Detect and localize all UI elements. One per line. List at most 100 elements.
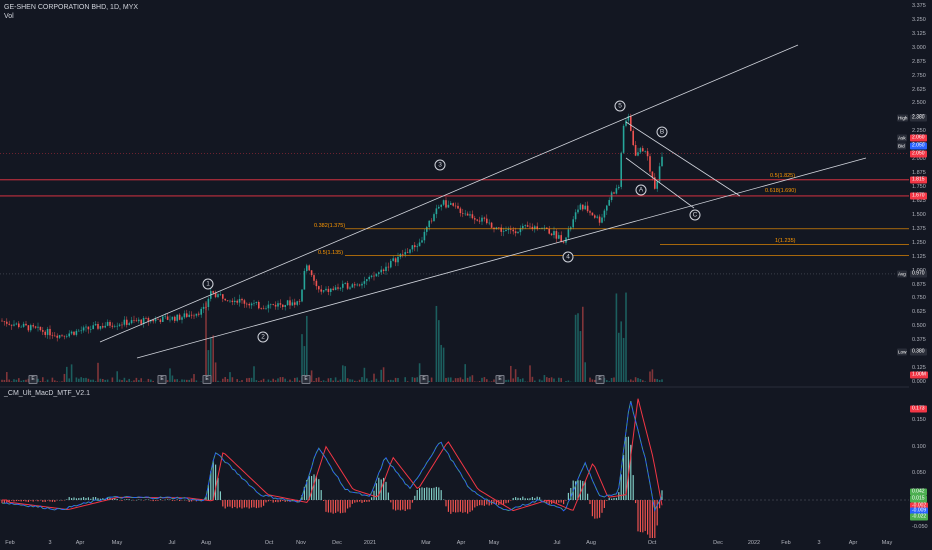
macd-histogram-bar [267, 500, 269, 502]
candle-body [116, 325, 118, 327]
elliott-wave-label[interactable]: A [635, 184, 647, 196]
macd-histogram-bar [642, 500, 644, 533]
macd-histogram-bar [80, 497, 82, 500]
volume-bar [630, 379, 632, 382]
candle-body [442, 200, 445, 205]
macd-histogram-bar [524, 498, 526, 500]
candle-body [464, 213, 466, 215]
macd-histogram-bar [95, 497, 97, 500]
price-tick: 0.125 [912, 365, 926, 372]
elliott-wave-label[interactable]: B [656, 126, 668, 138]
macd-histogram-bar [99, 498, 101, 500]
volume-bar [404, 377, 406, 382]
macd-histogram-bar [467, 500, 469, 514]
volume-bars [1, 292, 663, 382]
candle-body [34, 326, 37, 328]
volume-bar [231, 377, 234, 382]
macd-histogram-bar [246, 500, 248, 508]
macd-histogram-bar [97, 498, 99, 500]
candle-body [171, 316, 174, 320]
macd-histogram-bar [416, 490, 418, 500]
macd-histogram-bar [116, 499, 118, 500]
elliott-wave-label[interactable]: 3 [434, 159, 446, 171]
macd-histogram-bar [78, 498, 80, 500]
time-label: Apr [456, 540, 466, 546]
earnings-event-badge[interactable]: E [595, 375, 605, 384]
candle-body [615, 188, 618, 194]
macd-histogram-bar [313, 474, 315, 500]
price-tick: 0.000 [912, 379, 926, 385]
macd-histogram-bar [344, 500, 346, 513]
chart-canvas[interactable] [0, 0, 909, 538]
volume-bar [190, 378, 193, 382]
macd-histogram-bar [32, 500, 34, 502]
price-axis[interactable]: 3.375 3.250 3.125 3.000 2.875 2.750 2.625 2.500… [909, 0, 932, 550]
candle-body [301, 289, 303, 302]
elliott-wave-label[interactable]: 4 [562, 251, 574, 263]
price-tag: 1.00M [910, 371, 928, 379]
volume-bar [123, 377, 126, 382]
candle-body [603, 210, 606, 218]
macd-histogram-bar [11, 500, 13, 501]
price-tag-label: Avg [897, 270, 907, 278]
volume-bar [522, 378, 524, 382]
candle-body [510, 229, 512, 230]
candle-body [337, 287, 339, 289]
candle-body [267, 304, 270, 309]
candle-body [426, 227, 428, 232]
earnings-event-badge[interactable]: E [28, 375, 38, 384]
volume-bar [78, 378, 80, 382]
elliott-wave-label[interactable]: 1 [202, 278, 214, 290]
candle-body [231, 300, 234, 303]
macd-histogram-bar [157, 500, 159, 501]
candle-body [356, 284, 358, 286]
time-label: Oct [264, 540, 274, 546]
elliott-wave-label[interactable]: 2 [257, 331, 269, 343]
volume-bar [558, 377, 560, 382]
candle-body [428, 220, 430, 228]
earnings-event-badge[interactable]: E [157, 375, 167, 384]
indicator-tag: -0.022 [910, 513, 929, 521]
volume-bar [46, 379, 49, 382]
macd-histogram-bar [320, 490, 322, 500]
volume-bar [8, 379, 10, 382]
candle-body [142, 318, 145, 324]
elliott-wave-label[interactable]: 5 [614, 100, 626, 112]
candle-body [322, 290, 325, 292]
candle-body [214, 292, 217, 298]
macd-histogram-bar [519, 498, 521, 500]
earnings-event-badge[interactable]: E [495, 375, 505, 384]
macd-histogram-bar [469, 500, 471, 512]
candle-body [445, 200, 447, 208]
macd-histogram-bar [255, 500, 257, 509]
volume-bar [615, 293, 618, 382]
volume-bar [354, 380, 356, 382]
earnings-event-badge[interactable]: E [202, 375, 212, 384]
earnings-event-badge[interactable]: E [301, 375, 311, 384]
volume-bar [661, 379, 663, 382]
time-axis[interactable]: Feb 3 Apr May Jul Aug Oct Nov Dec 2021 Mar Apr May Ju… [0, 538, 909, 550]
candle-body [183, 313, 186, 318]
candle-body [212, 291, 214, 293]
candle-body [409, 249, 411, 253]
macd-histogram-bar [241, 500, 243, 509]
volume-bar [505, 379, 507, 382]
time-label: Aug [201, 540, 211, 546]
elliott-wave-label[interactable]: C [689, 209, 701, 221]
macd-histogram-bar [272, 500, 274, 503]
volume-bar [452, 380, 454, 382]
macd-histogram-bar [591, 500, 593, 517]
macd-histogram-bar [474, 500, 476, 508]
candle-body [402, 254, 404, 255]
channel-upper-line [99, 44, 799, 343]
macd-histogram-bar [361, 500, 363, 503]
macd-histogram-bar [37, 500, 39, 502]
candle-body [15, 323, 18, 325]
earnings-event-badge[interactable]: E [419, 375, 429, 384]
candle-body [522, 225, 524, 229]
candle-body [262, 308, 265, 310]
candle-body [202, 306, 205, 309]
volume-bar [63, 373, 66, 382]
candle-body [500, 227, 502, 232]
candle-body [166, 316, 169, 320]
